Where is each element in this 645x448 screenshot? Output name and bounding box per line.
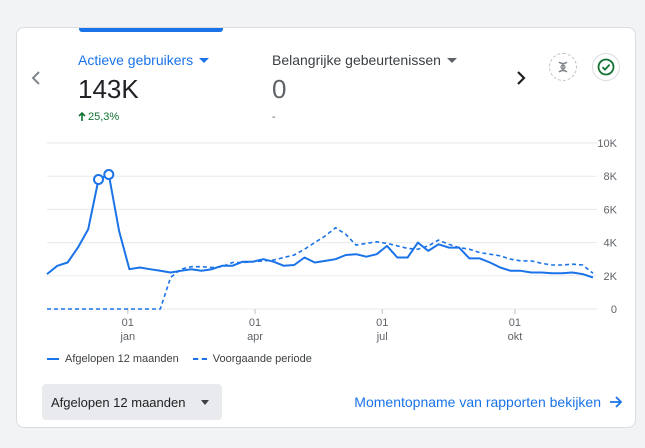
arrow-right-icon [610,396,623,408]
metric-active-users[interactable]: Actieve gebruikers 143K 25,3% [78,52,210,123]
chart-legend: Afgelopen 12 maanden Voorgaande periode [47,353,312,365]
previous-metrics-button[interactable] [29,70,43,86]
data-point-marker [93,174,105,186]
series-line-last-12-months [46,173,594,279]
x-tick-day-label: 01 [122,317,134,329]
view-snapshot-label: Momentopname van rapporten bekijken [354,394,601,410]
data-point-marker [103,169,115,181]
status-button[interactable] [592,53,620,81]
metric-key-events[interactable]: Belangrijke gebeurtenissen 0 - [272,52,457,123]
chevron-right-icon [517,71,526,85]
metric-key-events-value: 0 [272,74,287,104]
legend-current-label: Afgelopen 12 maanden [65,353,179,365]
legend-dashed-line-icon [192,358,207,360]
y-tick-label: 2K [604,271,618,283]
metric-active-users-change-value: 25,3% [88,111,120,123]
x-tick-day-label: 01 [249,317,261,329]
view-snapshot-link[interactable]: Momentopname van rapporten bekijken [354,394,623,410]
legend-solid-line-icon [47,358,59,360]
y-tick-label: 4K [604,238,618,250]
x-tick-day-label: 01 [376,317,388,329]
check-circle-icon [597,58,615,76]
x-tick-month-label: apr [247,331,263,343]
metric-active-users-change: 25,3% [78,111,209,123]
chevron-left-icon [31,71,40,85]
metric-active-users-label: Actieve gebruikers [78,52,194,68]
users-chart: 10K 8K 6K 4K 2K 0 01 jan 01 apr 01 jul 01 okt [37,133,627,343]
legend-current: Afgelopen 12 maanden [47,353,179,365]
metric-key-events-label: Belangrijke gebeurtenissen [272,52,441,68]
legend-previous: Voorgaande periode [192,353,312,365]
caret-down-icon [201,399,210,405]
metric-active-users-value: 143K [78,74,139,104]
caret-down-icon [199,57,210,63]
insights-button[interactable] [549,53,577,81]
y-tick-label: 0 [611,304,617,316]
overview-card: Actieve gebruikers 143K 25,3% Belangrijk… [16,27,636,428]
y-tick-label: 6K [604,204,618,216]
arrow-up-icon [78,112,86,121]
users-chart-svg: 10K 8K 6K 4K 2K 0 01 jan 01 apr 01 jul 01 okt [46,138,618,343]
date-range-label: Afgelopen 12 maanden [51,394,186,410]
y-tick-label: 8K [604,171,618,183]
caret-down-icon [446,57,457,63]
date-range-dropdown[interactable]: Afgelopen 12 maanden [42,384,222,420]
insights-icon [558,61,568,73]
active-tab-indicator [79,28,223,32]
x-tick-month-label: okt [508,331,523,343]
y-tick-label: 10K [597,138,617,150]
x-tick-month-label: jul [376,331,388,343]
legend-previous-label: Voorgaande periode [212,353,312,365]
next-metrics-button[interactable] [514,70,528,86]
metric-key-events-change: - [272,111,276,123]
x-tick-day-label: 01 [509,317,521,329]
x-tick-month-label: jan [119,331,135,343]
